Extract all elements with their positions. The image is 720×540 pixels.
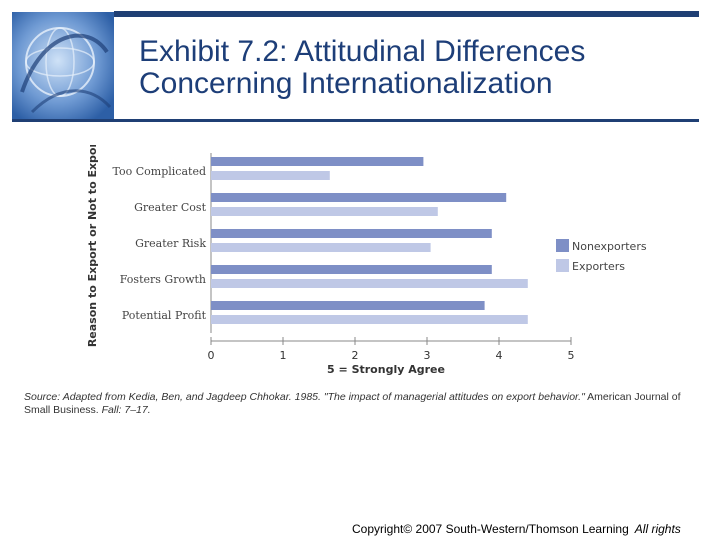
legend-swatch-nonexporters	[556, 239, 569, 252]
x-tick-label: 2	[352, 349, 359, 362]
bar-nonexporters	[211, 265, 492, 274]
header-bottom-rule	[12, 119, 699, 122]
source-prefix: Source: Adapted from Kedia, Ben, and Jag…	[24, 391, 585, 403]
bar-exporters	[211, 243, 431, 252]
copyright-text: Copyright© 2007 South-Western/Thomson Le…	[352, 522, 629, 536]
header-top-rule	[114, 11, 699, 17]
bar-exporters	[211, 171, 330, 180]
source-journal: American Journal of Small Business.	[24, 391, 681, 416]
bar-chart: Reason to Export or Not to Export 5 = St…	[86, 145, 647, 376]
bar-exporters	[211, 279, 528, 288]
x-axis-title: 5 = Strongly Agree	[327, 363, 445, 376]
category-label: Greater Risk	[135, 237, 206, 250]
x-tick-label: 0	[208, 349, 215, 362]
rights-text: All rights	[634, 522, 681, 536]
globe-swirl-icon	[12, 12, 114, 120]
bar-nonexporters	[211, 157, 424, 166]
legend-label-exporters: Exporters	[572, 260, 625, 273]
x-tick-label: 1	[280, 349, 287, 362]
legend-label-nonexporters: Nonexporters	[572, 240, 647, 253]
category-label: Potential Profit	[122, 309, 207, 322]
x-tick-label: 3	[424, 349, 431, 362]
source-suffix: Fall: 7–17.	[101, 404, 151, 416]
page-title: Exhibit 7.2: Attitudinal Differences Con…	[139, 36, 709, 100]
bar-nonexporters	[211, 229, 492, 238]
legend: Nonexporters Exporters	[556, 239, 647, 273]
y-axis-title: Reason to Export or Not to Export	[86, 145, 99, 347]
legend-swatch-exporters	[556, 259, 569, 272]
bar-nonexporters	[211, 301, 485, 310]
category-label: Greater Cost	[134, 201, 206, 214]
source-note: Source: Adapted from Kedia, Ben, and Jag…	[24, 391, 704, 417]
copyright-footer: Copyright© 2007 South-Western/Thomson Le…	[352, 522, 681, 536]
title-line-1: Exhibit 7.2: Attitudinal Differences	[139, 35, 586, 68]
bar-exporters	[211, 315, 528, 324]
bar-nonexporters	[211, 193, 507, 202]
x-tick-label: 4	[496, 349, 503, 362]
bar-exporters	[211, 207, 438, 216]
plot-area: 0 1 2 3 4 5 Too Complicated Greater Cost Greater…	[113, 153, 575, 362]
title-line-2: Concerning Internationalization	[139, 67, 553, 100]
x-tick-label: 5	[568, 349, 575, 362]
category-label: Fosters Growth	[120, 273, 206, 286]
category-label: Too Complicated	[113, 165, 206, 178]
